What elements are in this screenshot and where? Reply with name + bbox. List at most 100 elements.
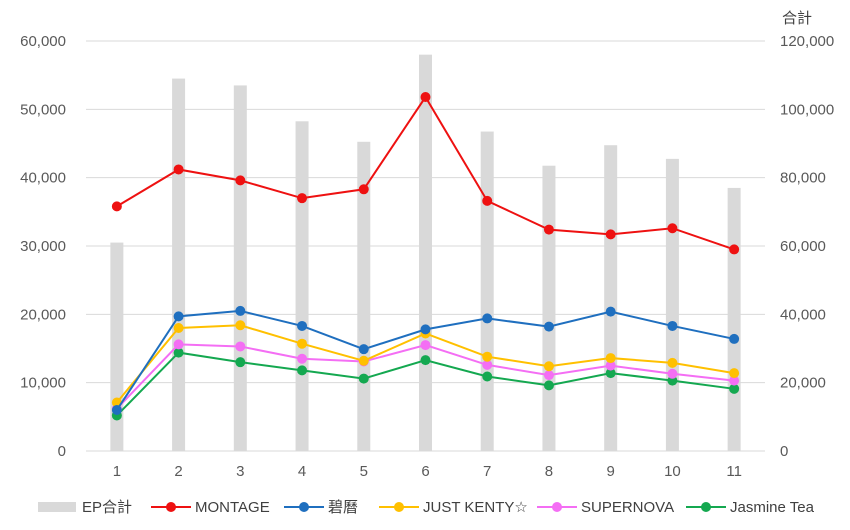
left-axis-tick-label: 20,000: [20, 306, 66, 323]
left-axis-tick-label: 60,000: [20, 33, 66, 50]
bar-ep-total: [727, 187, 741, 451]
data-point: [358, 355, 369, 366]
data-point: [543, 370, 554, 381]
bar-ep-total: [480, 131, 494, 451]
legend-swatch-marker: [299, 502, 309, 512]
data-point: [605, 360, 616, 371]
data-point: [543, 380, 554, 391]
x-axis-tick-label: 7: [483, 463, 491, 480]
data-point: [667, 375, 678, 386]
data-point: [667, 357, 678, 368]
right-axis-tick-label: 100,000: [780, 101, 834, 118]
data-point: [297, 338, 308, 349]
data-point: [111, 405, 122, 415]
data-point: [605, 229, 616, 240]
legend-label: JUST KENTY☆: [423, 499, 528, 516]
x-axis-tick-label: 8: [545, 463, 553, 480]
data-point: [482, 371, 493, 382]
left-axis-tick-label: 30,000: [20, 238, 66, 255]
legend-label: MONTAGE: [195, 499, 270, 516]
legend-item-series: 碧曆: [284, 499, 358, 516]
data-point: [667, 368, 678, 379]
data-point: [235, 305, 246, 316]
x-axis-tick-label: 3: [236, 463, 244, 480]
data-point: [235, 341, 246, 352]
legend-label: Jasmine Tea: [730, 499, 815, 516]
x-axis-tick-label: 4: [298, 463, 306, 480]
legend-item-jasmine-tea: Jasmine Tea: [686, 499, 815, 516]
data-point: [111, 201, 122, 212]
data-point: [297, 353, 308, 364]
left-axis-tick-label: 50,000: [20, 101, 66, 118]
data-point: [420, 355, 431, 366]
bar-ep-total: [419, 54, 432, 452]
data-point: [482, 359, 493, 370]
bar-ep-total: [604, 145, 618, 452]
data-point: [297, 365, 308, 376]
right-axis-tick-label: 60,000: [780, 238, 826, 255]
data-point: [729, 244, 740, 255]
right-axis-tick-label: 80,000: [780, 170, 826, 187]
data-point: [605, 306, 616, 317]
legend-label: EP合計: [82, 499, 132, 516]
data-point: [358, 373, 369, 384]
line-series-jasmine-tea: [111, 347, 740, 421]
data-point: [173, 311, 184, 322]
data-point: [729, 333, 740, 344]
x-axis-tick-label: 6: [421, 463, 429, 480]
left-axis-tick-label: 10,000: [20, 375, 66, 392]
right-axis-tick-label: 0: [780, 443, 788, 460]
data-point: [667, 320, 678, 331]
legend-swatch-marker: [166, 502, 176, 512]
axis-ticks: 0 0 10,000 20,000 20,000 40,000 30,000 60,000 40…: [20, 33, 834, 480]
x-axis-tick-label: 1: [113, 463, 121, 480]
line-series-group: [111, 92, 740, 421]
bar-ep-total: [542, 165, 556, 452]
data-point: [358, 344, 369, 355]
data-point: [297, 320, 308, 331]
data-point: [729, 375, 740, 386]
legend-swatch-marker: [701, 502, 711, 512]
right-axis-tick-label: 120,000: [780, 33, 834, 50]
data-point: [420, 92, 431, 103]
line-series-montage: [111, 92, 740, 255]
bar-ep-total: [172, 78, 186, 451]
data-point: [235, 175, 246, 186]
data-point: [482, 313, 493, 324]
bar-ep-total: [357, 141, 371, 451]
legend-item-supernova: SUPERNOVA: [537, 499, 674, 516]
data-point: [729, 368, 740, 379]
data-point: [667, 223, 678, 234]
x-axis-tick-label: 10: [664, 463, 681, 480]
bar-ep-total: [665, 158, 679, 451]
legend-item-montage: MONTAGE: [151, 499, 270, 516]
right-axis-tick-label: 20,000: [780, 375, 826, 392]
data-point: [173, 339, 184, 350]
data-point: [543, 321, 554, 332]
x-axis-tick-label: 9: [607, 463, 615, 480]
legend-swatch-marker: [394, 502, 404, 512]
x-axis-tick-label: 5: [360, 463, 368, 480]
data-point: [605, 353, 616, 364]
bar-ep-total: [233, 85, 247, 452]
data-point: [543, 224, 554, 235]
x-axis-tick-label: 2: [174, 463, 182, 480]
data-point: [173, 164, 184, 175]
data-point: [358, 184, 369, 195]
data-point: [420, 324, 431, 335]
data-point: [482, 195, 493, 206]
legend-item-just-kenty: JUST KENTY☆: [379, 499, 528, 516]
data-point: [420, 340, 431, 351]
left-axis-tick-label: 0: [58, 443, 66, 460]
data-point: [297, 193, 308, 204]
data-point: [605, 368, 616, 379]
legend-swatch-marker: [552, 502, 562, 512]
bar-series-ep-total: [110, 54, 741, 452]
data-point: [173, 347, 184, 358]
data-point: [173, 323, 184, 333]
legend-swatch: [38, 502, 76, 512]
bar-ep-total: [295, 121, 309, 452]
data-point: [729, 383, 740, 394]
right-axis-tick-label: 40,000: [780, 306, 826, 323]
